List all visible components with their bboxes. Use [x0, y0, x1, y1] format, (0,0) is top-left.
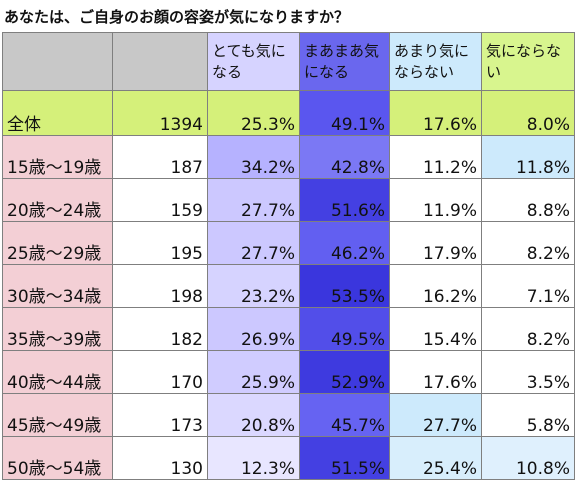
value-somewhat-concerned: 49.1%	[299, 90, 390, 136]
value-very-concerned: 23.2%	[207, 264, 300, 308]
value-very-concerned: 25.3%	[207, 90, 300, 136]
header-row: とても気になる まあまあ気になる あまり気にならない 気にならない	[2, 32, 575, 91]
value-very-concerned: 25.9%	[207, 350, 300, 394]
value-not-concerned: 10.8%	[481, 436, 575, 480]
value-not-very-concerned: 11.9%	[389, 178, 482, 222]
value-not-very-concerned: 17.6%	[389, 90, 482, 136]
value-not-very-concerned: 25.4%	[389, 436, 482, 480]
row-label: 40歳～44歳	[2, 350, 113, 394]
respondent-count: 195	[112, 221, 208, 265]
value-not-very-concerned: 17.6%	[389, 350, 482, 394]
value-very-concerned: 27.7%	[207, 178, 300, 222]
survey-table: とても気になる まあまあ気になる あまり気にならない 気にならない 全体 139…	[2, 32, 575, 480]
value-not-concerned: 8.8%	[481, 178, 575, 222]
value-somewhat-concerned: 46.2%	[299, 221, 390, 265]
age-group-rows: 15歳～19歳 187 34.2% 42.8% 11.2% 11.8% 20歳～24歳 159…	[2, 135, 575, 480]
table-row: 40歳～44歳 170 25.9% 52.9% 17.6% 3.5%	[2, 350, 575, 394]
respondent-count: 173	[112, 393, 208, 437]
respondent-count: 198	[112, 264, 208, 308]
value-not-very-concerned: 27.7%	[389, 393, 482, 437]
value-not-concerned: 5.8%	[481, 393, 575, 437]
row-label: 25歳～29歳	[2, 221, 113, 265]
value-somewhat-concerned: 52.9%	[299, 350, 390, 394]
value-somewhat-concerned: 42.8%	[299, 135, 390, 179]
value-not-concerned: 8.0%	[481, 90, 575, 136]
value-somewhat-concerned: 51.5%	[299, 436, 390, 480]
respondent-count: 1394	[112, 90, 208, 136]
row-label: 45歳～49歳	[2, 393, 113, 437]
row-label: 15歳～19歳	[2, 135, 113, 179]
respondent-count: 170	[112, 350, 208, 394]
value-not-concerned: 8.2%	[481, 221, 575, 265]
value-not-very-concerned: 17.9%	[389, 221, 482, 265]
value-not-very-concerned: 15.4%	[389, 307, 482, 351]
table-row: 45歳～49歳 173 20.8% 45.7% 27.7% 5.8%	[2, 393, 575, 437]
respondent-count: 187	[112, 135, 208, 179]
respondent-count: 130	[112, 436, 208, 480]
value-very-concerned: 20.8%	[207, 393, 300, 437]
value-somewhat-concerned: 53.5%	[299, 264, 390, 308]
row-label: 35歳～39歳	[2, 307, 113, 351]
table-row: 15歳～19歳 187 34.2% 42.8% 11.2% 11.8%	[2, 135, 575, 179]
value-not-very-concerned: 11.2%	[389, 135, 482, 179]
row-label: 30歳～34歳	[2, 264, 113, 308]
page-title: あなたは、ご自身のお顔の容姿が気になりますか？	[4, 8, 350, 26]
row-label: 全体	[2, 90, 113, 136]
header-cell-somewhat-concerned: まあまあ気になる	[299, 32, 390, 91]
value-somewhat-concerned: 45.7%	[299, 393, 390, 437]
header-cell-very-concerned: とても気になる	[207, 32, 300, 91]
value-not-very-concerned: 16.2%	[389, 264, 482, 308]
header-cell-not-concerned: 気にならない	[481, 32, 575, 91]
table-row: 20歳～24歳 159 27.7% 51.6% 11.9% 8.8%	[2, 178, 575, 222]
value-very-concerned: 34.2%	[207, 135, 300, 179]
value-very-concerned: 27.7%	[207, 221, 300, 265]
value-not-concerned: 3.5%	[481, 350, 575, 394]
table-row: 35歳～39歳 182 26.9% 49.5% 15.4% 8.2%	[2, 307, 575, 351]
header-cell-not-very-concerned: あまり気にならない	[389, 32, 482, 91]
respondent-count: 182	[112, 307, 208, 351]
value-very-concerned: 26.9%	[207, 307, 300, 351]
header-cell-count	[112, 32, 208, 91]
value-somewhat-concerned: 49.5%	[299, 307, 390, 351]
header-cell-label	[2, 32, 113, 91]
value-not-concerned: 8.2%	[481, 307, 575, 351]
value-not-concerned: 7.1%	[481, 264, 575, 308]
respondent-count: 159	[112, 178, 208, 222]
total-row: 全体 1394 25.3% 49.1% 17.6% 8.0%	[2, 90, 575, 136]
table-row: 25歳～29歳 195 27.7% 46.2% 17.9% 8.2%	[2, 221, 575, 265]
table-row: 50歳～54歳 130 12.3% 51.5% 25.4% 10.8%	[2, 436, 575, 480]
table-row: 30歳～34歳 198 23.2% 53.5% 16.2% 7.1%	[2, 264, 575, 308]
value-somewhat-concerned: 51.6%	[299, 178, 390, 222]
value-very-concerned: 12.3%	[207, 436, 300, 480]
value-not-concerned: 11.8%	[481, 135, 575, 179]
row-label: 50歳～54歳	[2, 436, 113, 480]
row-label: 20歳～24歳	[2, 178, 113, 222]
